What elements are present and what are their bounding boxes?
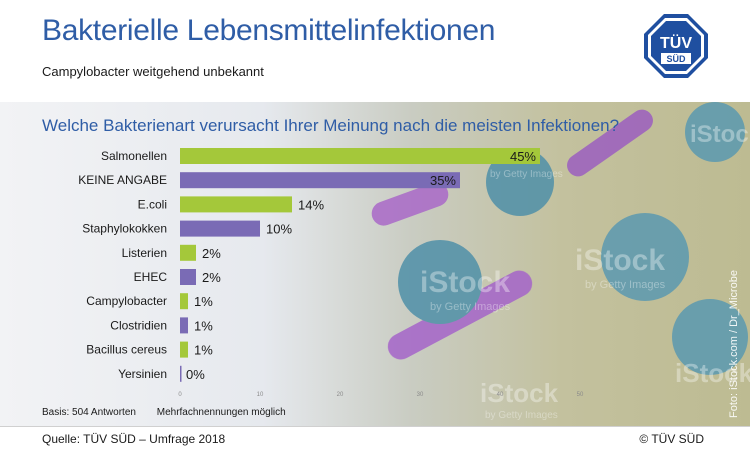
category-label: KEINE ANGABE (78, 173, 167, 187)
page-subtitle: Campylobacter weitgehend unbekannt (42, 64, 264, 79)
virus-particle (486, 148, 554, 216)
virus-particle (601, 213, 689, 301)
category-label: Bacillus cereus (86, 343, 167, 357)
category-label: EHEC (134, 270, 168, 284)
rod-bacterium (567, 109, 653, 177)
chart-bars: Salmonellen 45% KEINE ANGABE 35% E.coli 14% St… (78, 148, 584, 398)
value-label: 14% (298, 197, 324, 212)
value-label: 10% (266, 222, 292, 237)
category-label: Clostridien (110, 318, 167, 332)
category-label: Listerien (122, 246, 167, 260)
watermark: by Getty Images (585, 279, 666, 291)
svg-text:TÜV: TÜV (660, 33, 692, 52)
footer-bar (0, 426, 750, 450)
footnote: Basis: 504 Antworten Mehrfachnennungen m… (42, 407, 304, 418)
bar (180, 244, 196, 261)
virus-particle (685, 102, 745, 162)
footnote-multiple: Mehrfachnennungen möglich (156, 407, 286, 418)
bar (180, 293, 188, 310)
bar (180, 148, 540, 164)
value-label: 2% (202, 270, 221, 285)
value-label: 1% (194, 318, 213, 333)
x-tick-label: 0 (178, 392, 182, 398)
watermark: by Getty Images (430, 301, 511, 313)
value-label: 45% (510, 149, 536, 164)
bar (180, 269, 196, 285)
category-label: Campylobacter (86, 294, 167, 308)
watermark: by Getty Images (490, 169, 563, 180)
value-label: 0% (186, 367, 205, 382)
bacteria-illustration: iStock by Getty Images iStock by Getty I… (371, 102, 750, 421)
photo-credit: Foto: iStock.com / Dr_Microbe (728, 270, 740, 418)
rod-bacterium (371, 182, 449, 226)
watermark: iStock (675, 358, 750, 388)
watermark: iStock (480, 378, 559, 408)
bar (180, 172, 460, 189)
bar (180, 220, 260, 237)
virus-particle (398, 240, 482, 324)
tuev-sued-logo: TÜV SÜD (644, 14, 708, 78)
category-label: E.coli (138, 197, 167, 211)
value-label: 1% (194, 294, 213, 309)
category-label: Yersinien (118, 367, 167, 381)
bar (180, 365, 182, 382)
bar (180, 196, 292, 213)
bar-chart: Salmonellen 45% KEINE ANGABE 35% E.coli 14% St… (78, 148, 584, 398)
watermark: by Getty Images (485, 410, 558, 421)
footnote-basis: Basis: 504 Antworten (42, 407, 136, 418)
value-label: 35% (430, 173, 456, 188)
watermark: iStock (420, 266, 510, 299)
bar (180, 341, 188, 358)
category-label: Salmonellen (101, 149, 167, 163)
copyright-text: © TÜV SÜD (639, 432, 704, 446)
source-text: Quelle: TÜV SÜD – Umfrage 2018 (42, 432, 226, 446)
watermark: iStock (690, 121, 750, 148)
x-tick-label: 30 (417, 392, 424, 398)
page-title: Bakterielle Lebensmittelinfektionen (42, 14, 496, 47)
svg-text:SÜD: SÜD (666, 54, 686, 64)
value-label: 2% (202, 246, 221, 261)
watermark: iStock (575, 244, 665, 277)
x-tick-label: 20 (337, 392, 344, 398)
value-label: 1% (194, 343, 213, 358)
category-label: Staphylokokken (82, 222, 167, 236)
survey-question: Welche Bakterienart verursacht Ihrer Mei… (42, 116, 620, 135)
bar (180, 317, 188, 334)
x-tick-label: 50 (577, 392, 584, 398)
x-tick-label: 40 (497, 392, 504, 398)
x-tick-label: 10 (257, 392, 264, 398)
virus-particle (672, 299, 748, 375)
